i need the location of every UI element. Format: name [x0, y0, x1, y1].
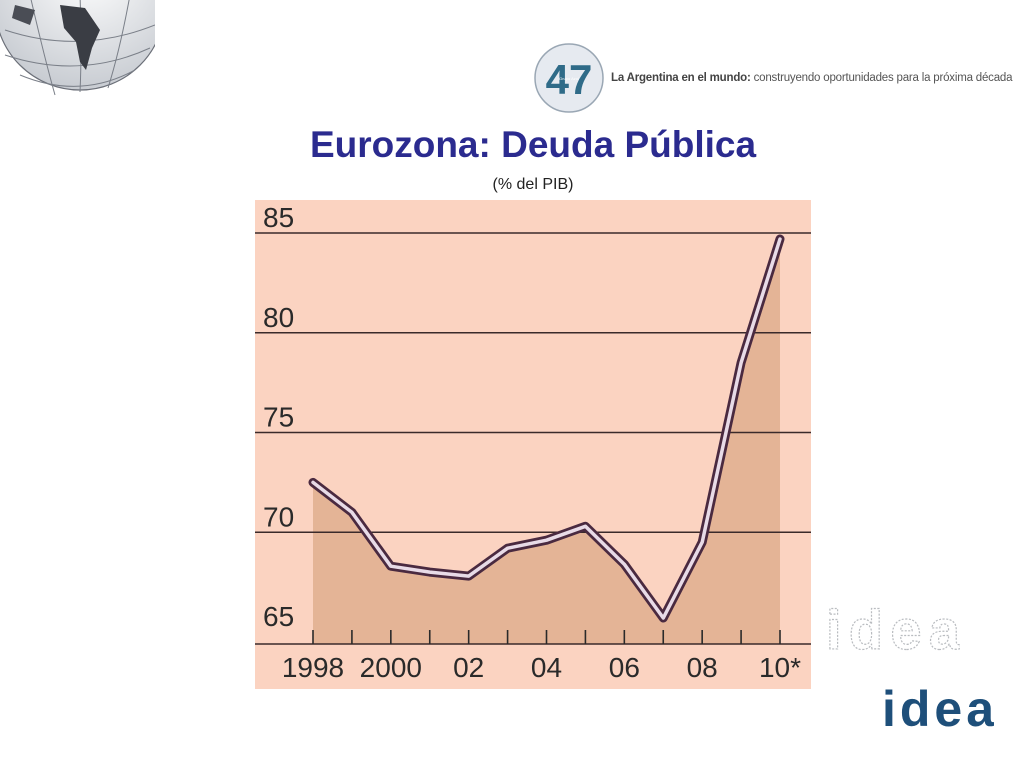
idea-solid-text: idea [882, 686, 994, 732]
y-tick-label-65: 65 [263, 601, 294, 632]
x-tick-label-2010: 10* [759, 652, 801, 683]
idea-outline-text: idea [826, 603, 960, 655]
y-tick-label-85: 85 [263, 202, 294, 233]
debt-line-chart: 65 70 75 80 85 1998 2000 02 04 06 08 10* [255, 200, 811, 689]
brand-caption: Grupo Azul [559, 76, 579, 81]
brand-number: 47 [546, 56, 593, 103]
y-tick-label-80: 80 [263, 302, 294, 333]
idea-outline-logo: idea [826, 603, 960, 655]
y-tick-label-75: 75 [263, 402, 294, 433]
slide-title: Eurozona: Deuda Pública [309, 124, 757, 165]
y-tick-label-70: 70 [263, 501, 294, 532]
x-tick-label-2000: 2000 [360, 652, 422, 683]
brand-header: 47 Grupo Azul La Argentina en el mundo: … [533, 42, 1013, 114]
x-tick-label-2004: 04 [531, 652, 562, 683]
brand-logo: 47 Grupo Azul [534, 43, 604, 113]
area-fill [313, 239, 780, 644]
x-tick-label-2006: 06 [609, 652, 640, 683]
idea-logo: idea [882, 686, 994, 732]
x-tick-label-2002: 02 [453, 652, 484, 683]
brand-tagline: La Argentina en el mundo: construyendo o… [611, 72, 1013, 84]
globe-logo [0, 0, 155, 96]
x-tick-label-1998: 1998 [282, 652, 344, 683]
x-tick-label-2008: 08 [687, 652, 718, 683]
tagline-rest: construyendo oportunidades para la próxi… [750, 72, 1013, 84]
tagline-bold: La Argentina en el mundo: [611, 72, 751, 84]
slide-subtitle: (% del PIB) [492, 176, 574, 193]
